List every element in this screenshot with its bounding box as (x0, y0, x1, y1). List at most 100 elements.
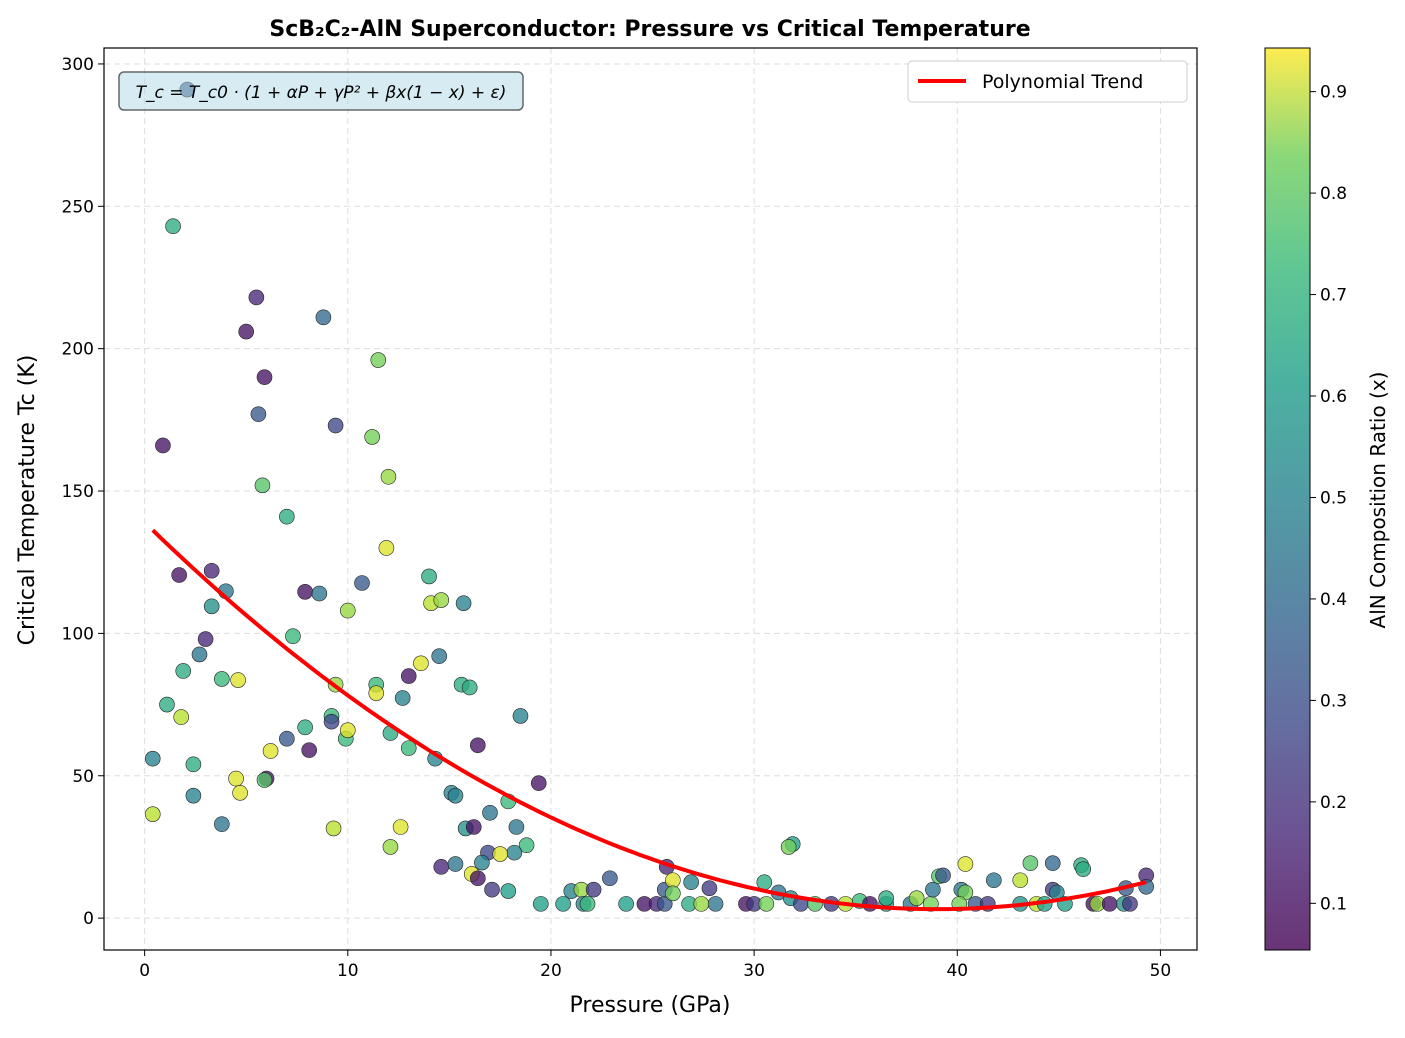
y-axis-label: Critical Temperature Tc (K) (15, 355, 40, 646)
data-point (191, 646, 208, 663)
data-point (508, 819, 525, 835)
data-point (500, 883, 517, 899)
data-point (925, 881, 941, 898)
data-point (492, 846, 508, 862)
y-tick-label: 300 (62, 55, 94, 75)
data-point (159, 696, 175, 713)
chart-title: ScB₂C₂-AlN Superconductor: Pressure vs C… (269, 17, 1030, 42)
data-point (665, 872, 681, 889)
data-point (380, 468, 397, 485)
colorbar-tick-label: 0.1 (1320, 894, 1347, 914)
data-point (203, 598, 220, 615)
data-point (382, 839, 399, 855)
data-point (530, 775, 547, 791)
data-point (301, 742, 317, 758)
data-point (392, 819, 409, 835)
data-point (279, 508, 295, 525)
data-point (370, 352, 387, 368)
data-point (297, 584, 313, 600)
data-point (986, 872, 1002, 889)
data-point (693, 896, 710, 912)
data-point (325, 820, 342, 837)
data-point (461, 679, 478, 696)
x-tick-label: 40 (946, 961, 968, 981)
data-point (862, 896, 878, 912)
data-point (173, 709, 190, 725)
data-point (1101, 896, 1118, 912)
data-point (518, 837, 535, 854)
data-point (214, 671, 230, 687)
data-point (665, 885, 681, 902)
data-point (447, 856, 464, 872)
data-point (339, 602, 356, 619)
x-tick-label: 0 (139, 961, 150, 981)
data-point (144, 806, 161, 822)
data-point (203, 562, 220, 579)
trend-line (151, 528, 1147, 912)
legend-label-trend: Polynomial Trend (982, 71, 1143, 93)
data-point (248, 289, 265, 306)
colorbar-label: AlN Composition Ratio (x) (1366, 372, 1390, 629)
data-point (707, 896, 724, 912)
data-point (957, 856, 974, 872)
data-point (602, 870, 618, 887)
colorbar-tick-label: 0.5 (1320, 488, 1347, 508)
data-point (315, 309, 332, 326)
data-point (701, 880, 718, 897)
x-tick-label: 30 (743, 961, 765, 981)
data-point (455, 595, 472, 612)
data-point (238, 323, 255, 340)
data-point (171, 567, 187, 583)
y-tick-label: 250 (62, 197, 94, 217)
data-point (279, 730, 295, 747)
data-point (1122, 896, 1138, 912)
colorbar-tick-label: 0.6 (1320, 387, 1347, 407)
data-point (532, 896, 549, 912)
data-point (431, 648, 448, 664)
grid (104, 48, 1197, 950)
data-point (470, 870, 486, 887)
data-point (512, 708, 529, 724)
data-point (935, 867, 951, 884)
data-point (447, 787, 464, 804)
data-point (1012, 872, 1029, 889)
x-tick-label: 50 (1150, 961, 1172, 981)
data-point (214, 816, 230, 832)
data-point (908, 890, 925, 906)
data-point (474, 854, 490, 871)
colorbar-ticks: 0.1 0.2 0.3 0.4 0.5 0.6 0.7 0.8 0.9 (1310, 83, 1347, 914)
data-point (683, 874, 699, 891)
data-point (394, 690, 411, 706)
data-point (780, 839, 797, 855)
formula-text: T_c = T_c0 · (1 + αP + γP² + βx(1 − x) +… (136, 83, 507, 103)
data-point (364, 429, 380, 445)
data-point (175, 663, 192, 679)
colorbar-tick-label: 0.2 (1320, 793, 1347, 813)
data-point (228, 770, 244, 787)
data-point (250, 406, 267, 422)
data-point (506, 844, 523, 861)
data-point (323, 713, 340, 730)
x-tick-label: 20 (540, 961, 562, 981)
data-point (285, 628, 301, 645)
colorbar-tick-label: 0.4 (1320, 590, 1347, 610)
colorbar-tick-label: 0.9 (1320, 83, 1347, 103)
data-point (339, 722, 356, 738)
data-point (400, 668, 417, 684)
data-point (433, 859, 450, 875)
x-tick-label: 10 (337, 961, 359, 981)
data-point (155, 437, 171, 454)
data-point (758, 896, 775, 912)
data-point (256, 772, 273, 788)
data-point (311, 585, 328, 602)
colorbar-tick-label: 0.8 (1320, 184, 1347, 204)
data-point (1075, 861, 1092, 877)
data-point (482, 804, 498, 821)
data-point (484, 881, 500, 898)
data-point (232, 785, 248, 801)
plot-frame (103, 47, 1198, 951)
data-point (421, 568, 437, 585)
data-point (378, 540, 395, 556)
